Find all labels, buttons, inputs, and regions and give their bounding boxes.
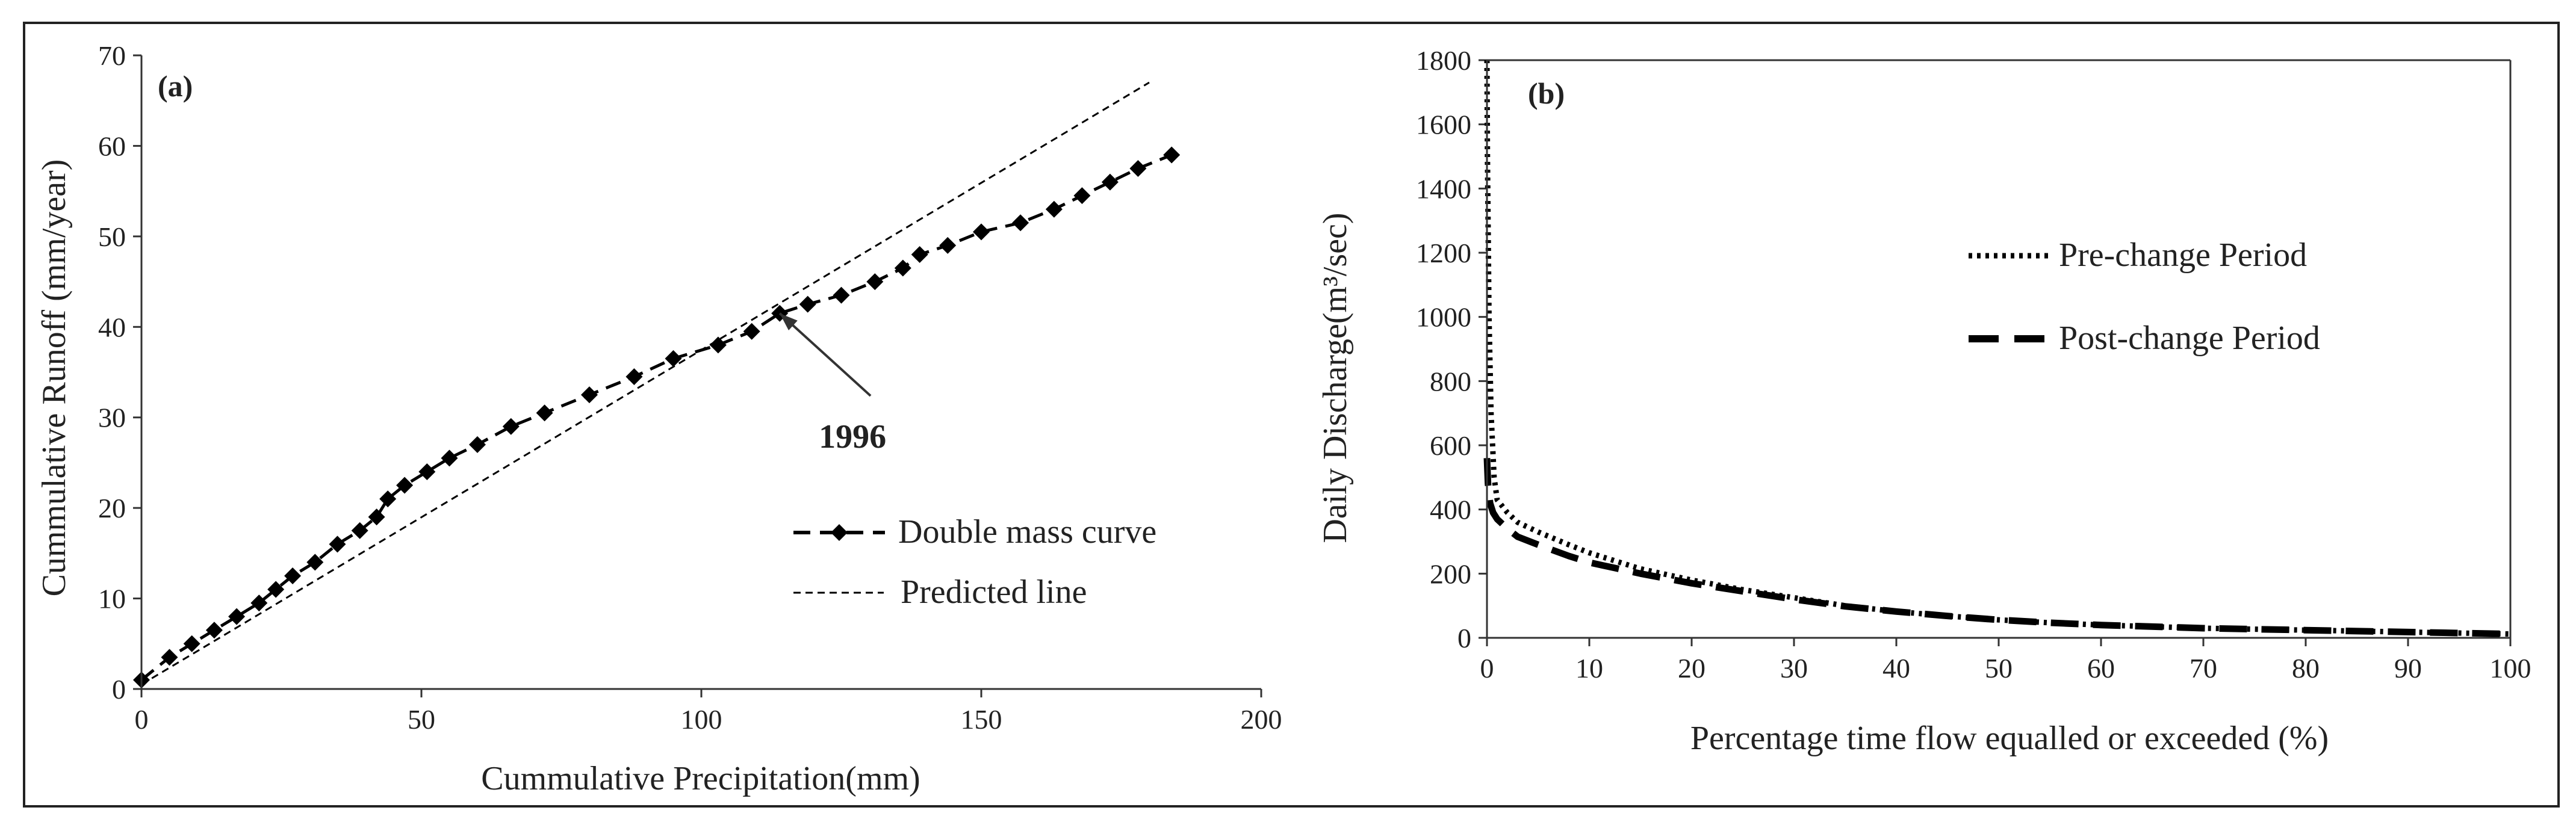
data-point-marker [709,336,727,354]
legend-label-predicted: Predicted line [901,573,1087,611]
data-point-marker [161,649,178,666]
x-tick-label: 60 [2087,653,2115,684]
y-tick-label: 1400 [1416,173,1471,204]
data-point-marker [284,567,302,584]
panel-b-axes [1486,59,2512,639]
data-point-marker [351,522,368,539]
panel-a-tag: (a) [158,69,193,103]
data-point-marker [306,554,324,571]
x-tick-label: 90 [2394,653,2422,684]
data-point-marker [1101,173,1119,191]
legend-label-pre-change: Pre-change Period [2059,236,2307,274]
data-point-marker [665,350,682,367]
panel-a-ylabel: Cummulative Runoff (mm/year) [36,159,73,597]
y-tick-label: 0 [112,674,126,705]
data-point-marker [894,259,911,277]
figure-frame [23,22,2560,808]
y-tick-label: 30 [98,403,126,433]
panel-a-axes [140,55,1261,690]
x-tick-label: 100 [2490,653,2531,684]
data-point-marker [1045,200,1063,218]
annotation-1996: 1996 [819,418,886,456]
panel-b-tag: (b) [1528,76,1565,110]
data-point-marker [205,622,223,639]
y-tick-label: 1200 [1416,238,1471,268]
data-point-marker [1012,214,1029,232]
data-point-marker [469,436,486,453]
legend-label-double-mass: Double mass curve [898,513,1156,551]
y-tick-label: 0 [1457,623,1471,653]
data-point-marker [441,449,458,467]
annotation-arrowhead [780,313,798,331]
data-point-marker [799,295,816,313]
y-tick-label: 60 [98,131,126,161]
data-point-marker [379,490,397,508]
data-point-marker [581,386,598,404]
x-tick-label: 50 [1985,653,2013,684]
x-tick-label: 70 [2190,653,2217,684]
x-tick-label: 150 [961,704,1002,735]
data-point-marker [1163,146,1181,164]
x-tick-label: 80 [2292,653,2320,684]
data-point-marker [396,477,414,494]
data-point-marker [183,635,200,652]
y-tick-label: 1000 [1416,302,1471,333]
data-point-marker [267,581,285,598]
y-tick-label: 50 [98,221,126,252]
series-line-post-change-period [1483,458,2511,638]
x-tick-label: 30 [1780,653,1808,684]
data-point-marker [250,595,268,612]
legend-marker-double-mass [831,524,848,541]
data-point-marker [368,508,385,526]
x-tick-label: 0 [135,704,149,735]
y-tick-label: 800 [1430,366,1471,397]
data-point-marker [228,608,246,625]
data-point-marker [939,236,957,254]
data-point-marker [329,536,346,553]
data-point-marker [536,404,553,422]
y-tick-label: 400 [1430,495,1471,525]
panel-b-ticks: 0 200 400 600 800 1000 1200 1400 1600 1800 0 10 20 30… [1416,45,2531,684]
panel-a-chart: 0 10 20 30 40 50 60 70 0 50 100 150 200 (a) Cummulat… [36,40,1282,797]
panel-b-ylabel: Daily Discharge(m³/sec) [1317,212,1354,543]
panel-b-legend: Pre-change Period Post-change Period [1969,236,2320,357]
data-point-marker [1073,187,1091,205]
x-tick-label: 200 [1241,704,1282,735]
y-tick-label: 70 [98,40,126,71]
y-tick-label: 20 [98,493,126,524]
x-tick-label: 100 [681,704,722,735]
panel-a-series [133,81,1181,688]
series-line-double-mass-curve [140,153,1173,681]
panel-b-chart: 0 200 400 600 800 1000 1200 1400 1600 1800 0 10 20 30… [1317,45,2531,757]
x-tick-label: 40 [1882,653,1910,684]
x-tick-label: 0 [1480,653,1494,684]
data-point-marker [1129,160,1147,178]
data-point-marker [625,368,643,386]
legend-label-post-change: Post-change Period [2059,320,2320,357]
panel-a-xlabel: Cummulative Precipitation(mm) [481,760,920,797]
data-point-marker [833,286,850,304]
data-point-marker [743,323,760,340]
y-tick-label: 600 [1430,430,1471,461]
x-tick-label: 20 [1678,653,1705,684]
annotation-arrow [778,312,872,397]
panel-b-series [1483,60,2511,638]
y-tick-label: 10 [98,584,126,614]
data-point-marker [502,418,520,435]
y-tick-label: 1800 [1416,45,1471,76]
data-point-marker [866,273,884,291]
panel-b-xlabel: Percentage time flow equalled or exceede… [1690,720,2329,757]
data-point-marker [973,223,990,241]
data-point-marker [911,246,928,263]
series-line-predicted-line [141,81,1150,685]
y-tick-label: 200 [1430,558,1471,589]
panel-a-ticks: 0 10 20 30 40 50 60 70 0 50 100 150 200 [98,40,1282,735]
x-tick-label: 10 [1575,653,1603,684]
x-tick-label: 50 [408,704,435,735]
y-tick-label: 40 [98,312,126,342]
y-tick-label: 1600 [1416,110,1471,140]
panel-a-legend: Double mass curve Predicted line [793,513,1156,611]
data-point-marker [418,463,436,480]
